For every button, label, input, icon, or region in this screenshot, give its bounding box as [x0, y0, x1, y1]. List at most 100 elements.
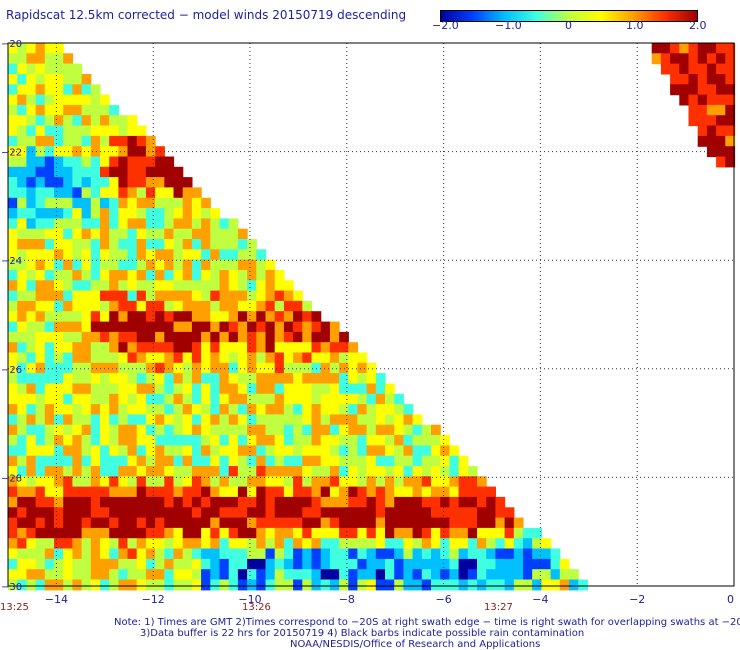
heatmap-cell: [247, 249, 257, 261]
heatmap-cell: [63, 496, 73, 508]
heatmap-cell: [109, 166, 119, 178]
heatmap-cell: [191, 321, 202, 333]
time-labels: 13:25 13:26 13:27: [0, 602, 513, 613]
heatmap-cell: [394, 558, 404, 570]
heatmap-cell: [35, 259, 46, 271]
heatmap-cell: [72, 538, 83, 550]
heatmap-cell: [458, 569, 469, 581]
heatmap-cell: [513, 558, 524, 570]
heatmap-cell: [127, 476, 138, 488]
heatmap-cell: [486, 486, 496, 498]
heatmap-cell: [311, 466, 322, 477]
heatmap-cell: [118, 280, 129, 292]
heatmap-cell: [201, 548, 211, 560]
heatmap-cell: [210, 558, 221, 570]
heatmap-cell: [725, 156, 736, 168]
heatmap-cell: [44, 424, 55, 436]
heatmap-cell: [72, 177, 83, 188]
heatmap-cell: [90, 125, 101, 137]
heatmap-cell: [63, 486, 73, 498]
heatmap-cell: [90, 527, 101, 539]
heatmap-cell: [90, 455, 101, 467]
heatmap-cell: [182, 486, 193, 498]
heatmap-cell: [182, 187, 193, 199]
heatmap-cell: [688, 104, 699, 116]
heatmap-cell: [8, 424, 18, 436]
heatmap-cell: [339, 393, 349, 405]
heatmap-cell: [467, 466, 478, 477]
heatmap-cell: [54, 455, 64, 467]
heatmap-cell: [311, 342, 322, 354]
heatmap-cell: [329, 579, 340, 591]
heatmap-cell: [72, 228, 83, 240]
heatmap-cell: [366, 373, 377, 384]
heatmap-cell: [8, 177, 18, 188]
heatmap-cell: [164, 259, 175, 271]
heatmap-cell: [283, 496, 294, 508]
heatmap-cell: [182, 424, 193, 436]
heatmap-cell: [228, 362, 239, 374]
heatmap-cell: [283, 445, 294, 457]
heatmap-cell: [256, 445, 267, 457]
heatmap-cell: [357, 435, 368, 446]
heatmap-cell: [118, 239, 129, 250]
heatmap-cell: [90, 311, 101, 323]
heatmap-cell: [302, 455, 313, 467]
heatmap-cell: [26, 342, 37, 354]
heatmap-cell: [127, 342, 138, 354]
heatmap-cell: [191, 259, 202, 271]
heatmap-cell: [90, 373, 101, 384]
heatmap-cell: [145, 435, 156, 446]
heatmap-cell: [449, 569, 460, 581]
heatmap-cell: [182, 496, 193, 508]
heatmap-cell: [164, 218, 175, 230]
heatmap-cell: [375, 486, 386, 498]
heatmap-cell: [366, 393, 377, 405]
heatmap-cell: [458, 527, 469, 539]
heatmap-cell: [191, 208, 202, 219]
heatmap-cell: [495, 507, 506, 519]
heatmap-cell: [228, 435, 239, 446]
heatmap-cell: [54, 63, 64, 75]
heatmap-cell: [247, 362, 257, 374]
heatmap-cell: [182, 435, 193, 446]
heatmap-cell: [228, 270, 239, 281]
heatmap-cell: [72, 166, 83, 178]
colorbar-tick-0: 0: [565, 19, 572, 32]
heatmap-cell: [228, 259, 239, 271]
heatmap-cell: [412, 435, 423, 446]
heatmap-cell: [8, 270, 18, 281]
heatmap-cell: [293, 300, 303, 312]
heatmap-cell: [219, 445, 230, 457]
heatmap-cell: [237, 249, 248, 261]
heatmap-cell: [8, 383, 18, 395]
heatmap-cell: [256, 476, 267, 488]
heatmap-cell: [35, 43, 46, 54]
heatmap-cell: [293, 569, 303, 581]
x-tick-label: −2: [629, 593, 645, 606]
heatmap-cell: [90, 383, 101, 395]
heatmap-cell: [348, 414, 359, 426]
heatmap-cell: [219, 404, 230, 415]
heatmap-cell: [385, 558, 395, 570]
heatmap-cell: [109, 414, 119, 426]
heatmap-cell: [201, 569, 211, 581]
heatmap-cell: [210, 290, 221, 302]
heatmap-cell: [164, 249, 175, 261]
heatmap-cell: [191, 548, 202, 560]
heatmap-cell: [348, 496, 359, 508]
heatmap-cell: [237, 558, 248, 570]
heatmap-cell: [164, 404, 175, 415]
heatmap-cell: [26, 74, 37, 85]
heatmap-cell: [247, 280, 257, 292]
heatmap-cell: [54, 94, 64, 106]
heatmap-cell: [54, 146, 64, 158]
colorbar-tick-pos2: 2.0: [689, 19, 707, 32]
heatmap-cell: [385, 486, 395, 498]
heatmap-cell: [247, 270, 257, 281]
heatmap-cell: [8, 331, 18, 343]
heatmap-cell: [44, 43, 55, 54]
heatmap-cell: [81, 228, 92, 240]
heatmap-cell: [100, 239, 110, 250]
heatmap-cell: [109, 445, 119, 457]
